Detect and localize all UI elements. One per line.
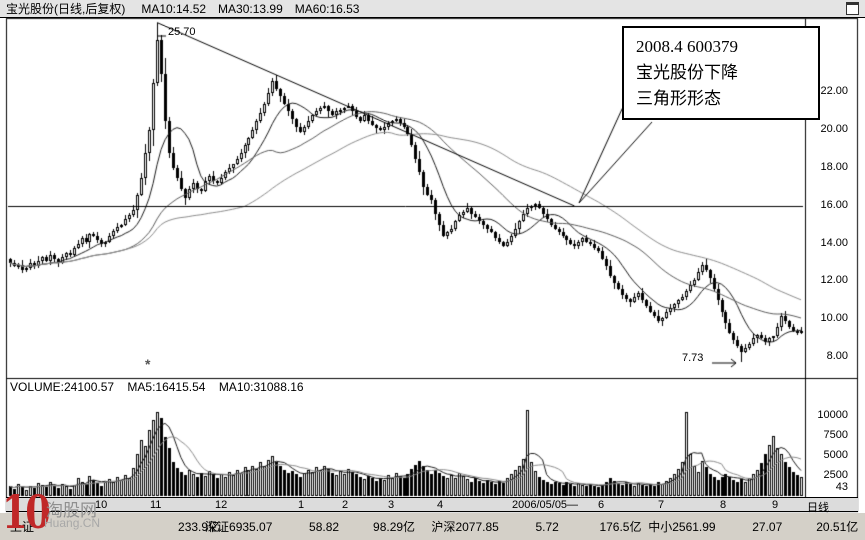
time-axis-label: 11 xyxy=(150,499,162,511)
annotation-line3: 三角形形态 xyxy=(636,89,721,108)
watermark-logo: 10 xyxy=(2,485,51,539)
right-axis: 22.00 20.00 18.00 16.00 14.00 12.00 10.0… xyxy=(806,18,856,512)
time-axis-label: 12 xyxy=(215,499,228,511)
index-price: 6935.07 xyxy=(229,519,273,534)
trough-price-label: 7.73 xyxy=(682,352,704,364)
time-axis-label: 3 xyxy=(388,499,395,511)
volume-value: VOLUME:24100.57 xyxy=(10,380,115,394)
annotation-box: 2008.4 600379 宝光股份下降 三角形形态 xyxy=(622,26,820,120)
status-bar: 上证 233.9亿 深证 6935.07 58.82 98.29亿 沪深 207… xyxy=(0,513,865,540)
peak-price-label: 25.70 xyxy=(168,26,196,38)
index-amount: 233.9亿 xyxy=(178,520,221,534)
price-axis-label: 14.00 xyxy=(820,237,848,249)
index-change: 58.82 xyxy=(309,519,340,534)
ma10-value: MA10:14.52 xyxy=(141,1,207,16)
index-name: 中小 xyxy=(648,520,673,534)
time-axis-label: 7 xyxy=(658,499,665,511)
watermark: 10 淘股网 Huang.CN xyxy=(2,488,152,540)
index-change: 5.72 xyxy=(535,519,559,534)
index-change: 27.07 xyxy=(752,519,783,534)
time-axis: 10 11 12 1 2 3 4 2006/05/05— 6 7 8 9 日线 xyxy=(6,497,858,514)
volume-ma10: MA10:31088.16 xyxy=(218,380,304,394)
index-amount: 20.51亿 xyxy=(816,520,859,534)
annotation-line2: 宝光股份下降 xyxy=(636,63,738,82)
price-axis-label: 16.00 xyxy=(820,199,848,211)
time-axis-label: 1 xyxy=(298,499,305,511)
index-name: 深证 xyxy=(205,520,230,534)
index-amount: 176.5亿 xyxy=(599,520,642,534)
chart-header: 宝光股份(日线,后复权) MA10:14.52 MA30:13.99 MA60:… xyxy=(0,0,865,18)
index-quote-hushen300[interactable]: 沪深 2077.85 5.72 176.5亿 xyxy=(431,518,648,535)
index-price: 2561.99 xyxy=(672,519,716,534)
index-quote-shenzhen[interactable]: 深证 6935.07 58.82 98.29亿 xyxy=(205,518,431,535)
price-axis-label: 8.00 xyxy=(826,350,848,362)
annotation-line1: 2008.4 600379 xyxy=(636,37,738,56)
volume-ma5: MA5:16415.54 xyxy=(127,380,206,394)
time-axis-label: 10 xyxy=(95,499,108,511)
index-amount: 98.29亿 xyxy=(373,520,416,534)
chart-title: 宝光股份(日线,后复权) xyxy=(6,2,126,16)
volume-axis-label: 10000 xyxy=(817,409,848,421)
volume-axis-label: 2500 xyxy=(823,469,848,481)
volume-axis-label: 7500 xyxy=(823,429,848,441)
time-axis-label: 9 xyxy=(772,499,779,511)
period-selector[interactable]: 日线 xyxy=(807,502,829,514)
time-axis-label: 4 xyxy=(437,499,444,511)
time-axis-label: 6 xyxy=(598,499,605,511)
ma60-value: MA60:16.53 xyxy=(294,1,360,16)
volume-header: VOLUME:24100.57 MA5:16415.54 MA10:31088.… xyxy=(10,380,314,394)
time-axis-label: 2 xyxy=(342,499,349,511)
price-axis-label: 22.00 xyxy=(820,85,848,97)
price-axis-label: 12.00 xyxy=(820,274,848,286)
watermark-url: Huang.CN xyxy=(44,516,101,530)
watermark-site: 淘股网 xyxy=(46,501,97,520)
window-restore-icon[interactable] xyxy=(846,2,859,15)
time-axis-date-label: 2006/05/05— xyxy=(512,499,579,511)
index-name: 沪深 xyxy=(431,520,456,534)
ma30-value: MA30:13.99 xyxy=(218,1,283,16)
price-axis-label: 18.00 xyxy=(820,161,848,173)
event-marker-icon: * xyxy=(145,356,151,372)
index-quote-shanghai[interactable]: 上证 233.9亿 xyxy=(10,518,220,535)
bars-count-label: 43 xyxy=(835,481,848,493)
volume-axis-label: 5000 xyxy=(823,449,848,461)
index-quote-zhongxiao[interactable]: 中小 2561.99 27.07 20.51亿 xyxy=(648,518,865,535)
index-price: 2077.85 xyxy=(455,519,499,534)
time-axis-label: 8 xyxy=(720,499,727,511)
price-axis-label: 20.00 xyxy=(820,123,848,135)
index-name: 上证 xyxy=(10,520,35,534)
price-axis-label: 10.00 xyxy=(820,312,848,324)
